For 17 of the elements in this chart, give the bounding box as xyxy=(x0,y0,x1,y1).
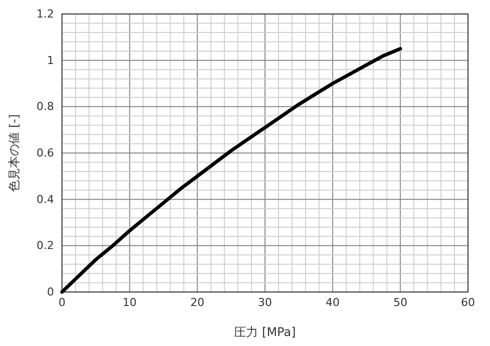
y-tick-label: 0.6 xyxy=(36,146,54,160)
y-axis-title: 色見本の値 [-] xyxy=(7,114,21,192)
x-tick-label: 20 xyxy=(190,296,204,309)
x-tick-label: 0 xyxy=(58,296,66,309)
x-axis-title: 圧力 [MPa] xyxy=(234,325,296,339)
y-tick-label: 1.2 xyxy=(36,8,54,21)
x-tick-label: 60 xyxy=(461,296,475,309)
x-tick-label: 40 xyxy=(326,296,340,309)
y-tick-label: 1 xyxy=(47,54,54,67)
line-series xyxy=(60,47,402,294)
y-tick-label: 0.2 xyxy=(36,239,54,252)
x-tick-label: 10 xyxy=(122,296,137,309)
y-tick-label: 0 xyxy=(47,286,54,299)
x-tick-label: 30 xyxy=(258,296,272,309)
y-tick-label: 0.4 xyxy=(36,192,54,206)
y-tick-label: 0.8 xyxy=(36,100,54,114)
x-tick-label: 50 xyxy=(393,296,408,309)
